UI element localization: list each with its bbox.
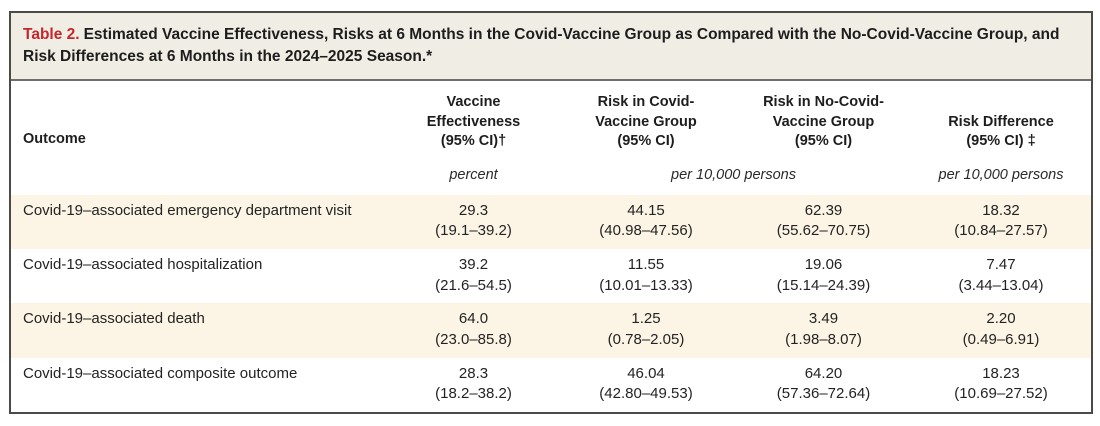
vaccine-effectiveness-cell: 29.3 (19.1–39.2) <box>391 201 556 242</box>
units-vaccine-effectiveness: percent <box>449 166 498 183</box>
ve-ci: (18.2–38.2) <box>435 385 512 403</box>
risk-covid-ci: (0.78–2.05) <box>607 331 685 349</box>
outcome-cell: Covid-19–associated emergency department… <box>11 201 391 242</box>
table-row: Covid-19–associated composite outcome 28… <box>11 357 1091 413</box>
table-title-bar: Table 2. Estimated Vaccine Effectiveness,… <box>11 13 1091 81</box>
risk-covid-value: 44.15 <box>627 201 665 219</box>
risk-no-covid-ci: (1.98–8.07) <box>785 331 862 349</box>
risk-no-covid-cell: 19.06 (15.14–24.39) <box>736 255 911 296</box>
risk-difference-cell: 7.47 (3.44–13.04) <box>911 255 1091 296</box>
table-row: Covid-19–associated death 64.0 (23.0–85.… <box>11 303 1091 358</box>
outcome-cell: Covid-19–associated death <box>11 309 391 350</box>
vaccine-effectiveness-cell: 39.2 (21.6–54.5) <box>391 255 556 296</box>
table-title-text: Estimated Vaccine Effectiveness, Risks a… <box>23 26 1060 66</box>
risk-covid-cell: 46.04 (42.80–49.53) <box>556 364 736 405</box>
risk-no-covid-cell: 62.39 (55.62–70.75) <box>736 201 911 242</box>
risk-no-covid-value: 3.49 <box>808 310 839 328</box>
ve-value: 29.3 <box>458 201 489 219</box>
ve-ci: (21.6–54.5) <box>435 276 512 294</box>
risk-no-covid-value: 64.20 <box>804 364 843 382</box>
ve-ci: (23.0–85.8) <box>435 331 512 349</box>
outcome-label: Covid-19–associated emergency department… <box>23 201 352 219</box>
risk-difference-ci: (10.69–27.52) <box>954 385 1048 403</box>
ve-value: 28.3 <box>458 364 489 382</box>
units-risk-difference: per 10,000 persons <box>938 166 1064 183</box>
table-row: Covid-19–associated emergency department… <box>11 194 1091 249</box>
outcome-label: Covid-19–associated hospitalization <box>23 256 263 273</box>
vaccine-effectiveness-cell: 28.3 (18.2–38.2) <box>391 364 556 405</box>
risk-covid-cell: 44.15 (40.98–47.56) <box>556 201 736 242</box>
risk-difference-value: 18.23 <box>982 364 1020 382</box>
risk-difference-ci: (10.84–27.57) <box>954 222 1048 240</box>
column-header-outcome: Outcome <box>23 131 86 148</box>
risk-difference-value: 2.20 <box>986 310 1016 328</box>
outcome-label: Covid-19–associated death <box>23 310 205 328</box>
outcome-label: Covid-19–associated composite outcome <box>23 364 298 382</box>
vaccine-effectiveness-cell: 64.0 (23.0–85.8) <box>391 309 556 350</box>
outcome-cell: Covid-19–associated composite outcome <box>11 364 391 405</box>
risk-covid-value: 1.25 <box>631 310 661 328</box>
table2-frame: Table 2. Estimated Vaccine Effectiveness,… <box>9 11 1093 415</box>
risk-no-covid-cell: 64.20 (57.36–72.64) <box>736 364 911 405</box>
risk-no-covid-cell: 3.49 (1.98–8.07) <box>736 309 911 350</box>
risk-covid-ci: (10.01–13.33) <box>599 276 693 294</box>
units-risk-groups: per 10,000 persons <box>671 166 796 183</box>
risk-covid-value: 11.55 <box>627 256 665 273</box>
risk-difference-value: 18.32 <box>982 201 1020 219</box>
column-header-risk-difference: Risk Difference (95% CI) ‡ <box>948 113 1054 150</box>
risk-no-covid-ci: (15.14–24.39) <box>776 276 871 294</box>
risk-no-covid-value: 19.06 <box>804 256 843 273</box>
risk-no-covid-value: 62.39 <box>804 201 843 219</box>
column-header-vaccine-effectiveness: Vaccine Effectiveness (95% CI)† <box>426 93 521 150</box>
risk-no-covid-ci: (57.36–72.64) <box>776 385 871 403</box>
units-spacer <box>11 167 391 183</box>
risk-covid-value: 46.04 <box>627 364 665 382</box>
risk-covid-cell: 1.25 (0.78–2.05) <box>556 309 736 350</box>
table-number-label: Table 2. <box>23 26 80 43</box>
risk-difference-ci: (0.49–6.91) <box>962 331 1040 349</box>
outcome-cell: Covid-19–associated hospitalization <box>11 255 391 296</box>
column-header-risk-covid-vaccine-group: Risk in Covid- Vaccine Group (95% CI) <box>595 93 697 150</box>
risk-difference-cell: 2.20 (0.49–6.91) <box>911 309 1091 350</box>
ve-value: 64.0 <box>458 310 489 328</box>
risk-covid-cell: 11.55 (10.01–13.33) <box>556 255 736 296</box>
risk-difference-value: 7.47 <box>986 256 1016 273</box>
table-row: Covid-19–associated hospitalization 39.2… <box>11 249 1091 304</box>
column-header-risk-no-covid-vaccine-group: Risk in No-Covid- Vaccine Group (95% CI) <box>763 93 884 150</box>
risk-difference-ci: (3.44–13.04) <box>958 276 1044 294</box>
ve-ci: (19.1–39.2) <box>435 222 512 240</box>
ve-value: 39.2 <box>458 256 489 273</box>
risk-covid-ci: (40.98–47.56) <box>599 222 693 240</box>
risk-no-covid-ci: (55.62–70.75) <box>776 222 871 240</box>
units-row: percent per 10,000 persons per 10,000 pe… <box>11 151 1091 195</box>
risk-covid-ci: (42.80–49.53) <box>599 385 693 403</box>
risk-difference-cell: 18.32 (10.84–27.57) <box>911 201 1091 242</box>
column-header-row: Outcome Vaccine Effectiveness (95% CI)† … <box>11 80 1091 152</box>
risk-difference-cell: 18.23 (10.69–27.52) <box>911 364 1091 405</box>
